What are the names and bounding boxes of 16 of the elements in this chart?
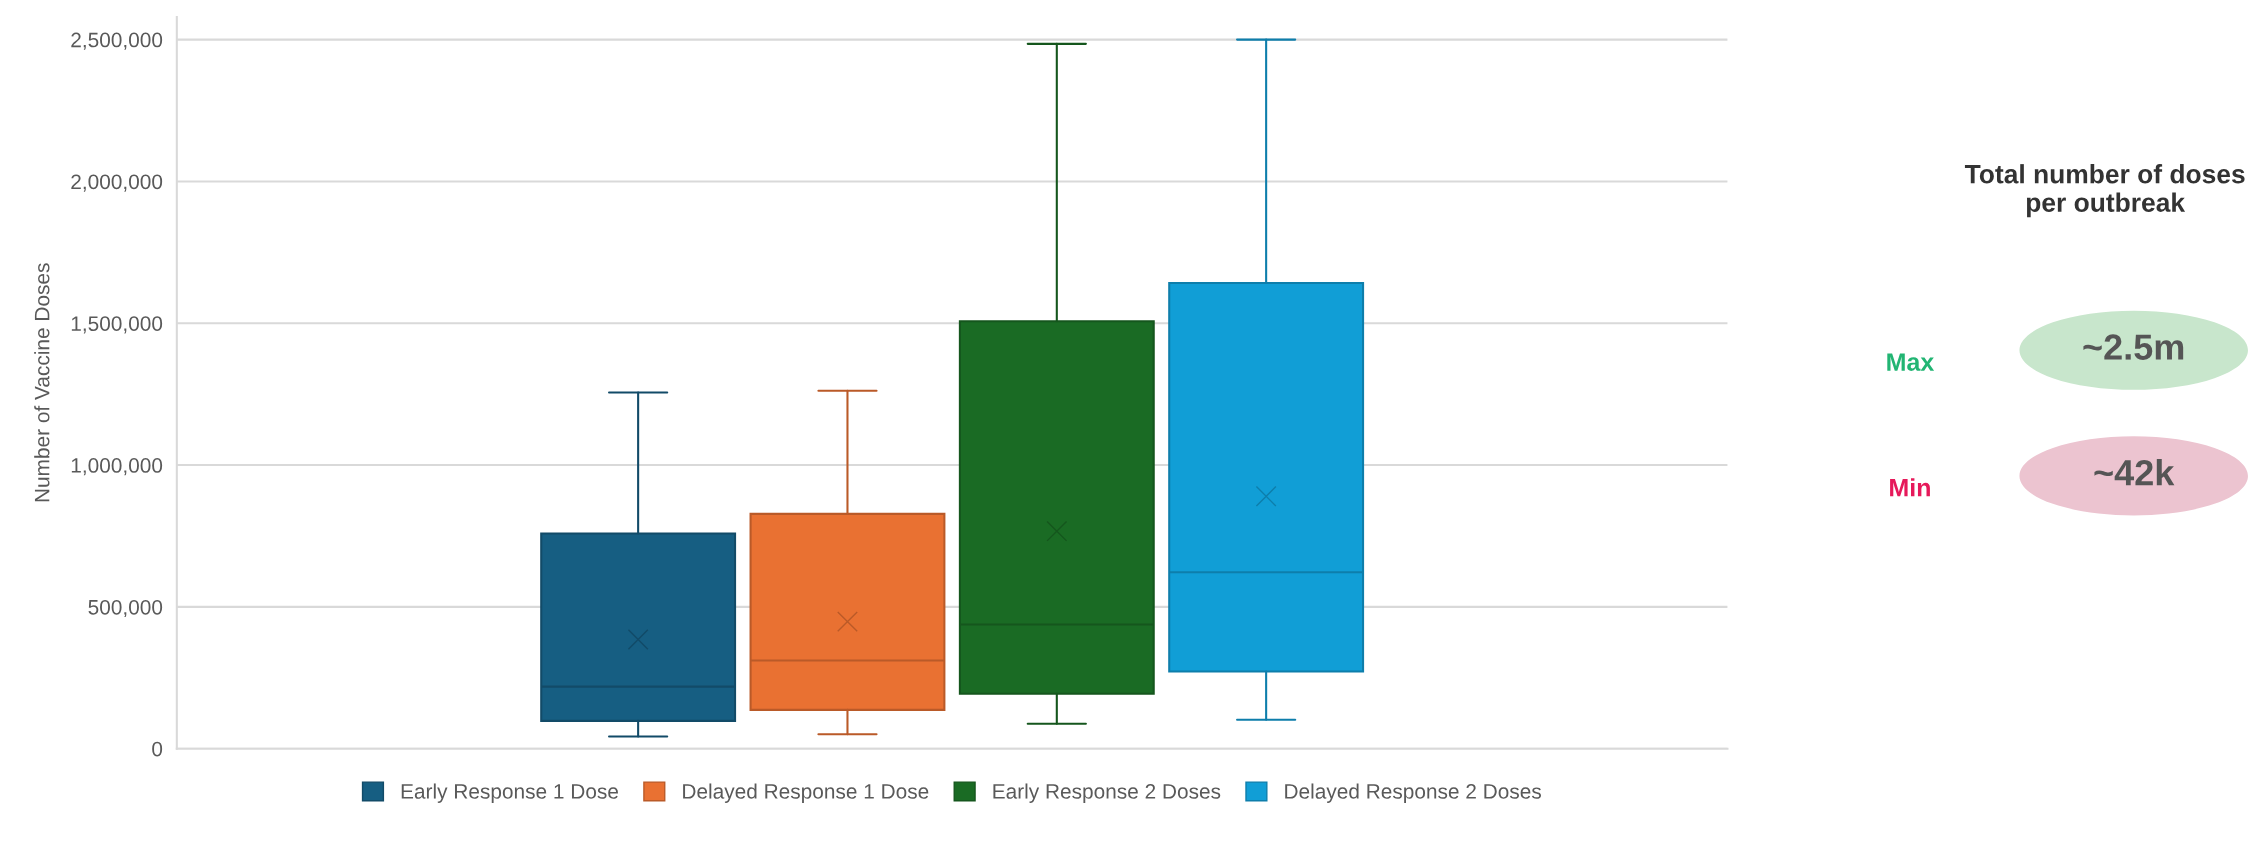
y-tick-label: 500,000 xyxy=(88,599,163,618)
legend-label: Delayed Response 2 Doses xyxy=(1285,783,1541,803)
legend-label: Early Response 2 Doses xyxy=(993,783,1221,803)
text: Total number of doses per outbreak xyxy=(1964,164,2245,218)
legend-label: Early Response 1 Dose xyxy=(401,783,618,803)
text: Min xyxy=(1890,478,1930,497)
text: ~42k xyxy=(2094,459,2175,486)
text: Max xyxy=(1887,353,1935,371)
text: ~2.5m xyxy=(2083,334,2184,360)
y-tick-label: 1,500,000 xyxy=(71,316,163,334)
y-tick-label: 2,000,000 xyxy=(71,174,163,192)
y-tick-label: 1,000,000 xyxy=(71,458,163,476)
y-axis-title: Number of Vaccine Doses xyxy=(34,263,50,502)
y-tick-label: 2,500,000 xyxy=(71,32,163,50)
y-tick-label: 0 xyxy=(152,741,163,757)
legend-label: Delayed Response 1 Dose xyxy=(683,783,929,803)
